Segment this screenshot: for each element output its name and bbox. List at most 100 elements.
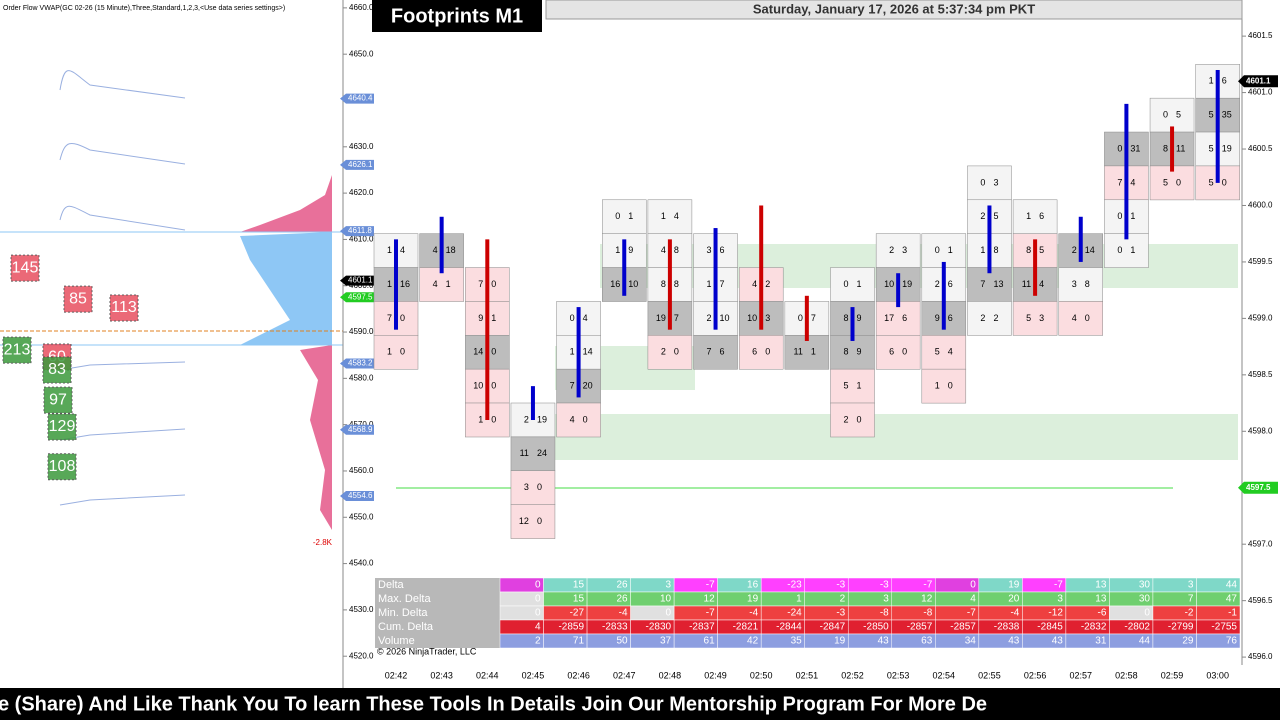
bid-volume: 0 [1163, 110, 1168, 120]
stats-value: -7 [1054, 580, 1063, 591]
indicator-label: Order Flow VWAP(GC 02-26 (15 Minute),Thr… [3, 5, 285, 12]
bid-volume: 10 [473, 381, 483, 391]
ask-volume: 6 [1222, 76, 1227, 86]
stats-value: 0 [535, 594, 541, 605]
bid-volume: 7 [980, 279, 985, 289]
tick-label: 4600.5 [1248, 144, 1273, 153]
stats-value: 43 [1052, 636, 1064, 647]
stats-value: -2845 [1037, 622, 1063, 633]
stats-label: Cum. Delta [378, 621, 434, 633]
candle-body [394, 239, 398, 330]
stats-value: -2838 [994, 622, 1020, 633]
ask-volume: 0 [491, 279, 496, 289]
ask-volume: 0 [583, 414, 588, 424]
ask-volume: 0 [537, 482, 542, 492]
stats-value: 0 [1144, 608, 1150, 619]
bid-volume: 1 [615, 245, 620, 255]
ask-volume: 13 [993, 279, 1003, 289]
ask-volume: 3 [1039, 313, 1044, 323]
stats-value: 7 [1188, 594, 1194, 605]
ask-volume: 24 [537, 448, 547, 458]
stats-value: 4 [970, 594, 976, 605]
ask-volume: 3 [993, 177, 998, 187]
bid-volume: 5 [1209, 143, 1214, 153]
volume-profile-lower [300, 345, 332, 530]
ask-volume: 6 [948, 313, 953, 323]
bid-volume: 0 [843, 279, 848, 289]
bid-volume: 2 [935, 279, 940, 289]
candle-body [485, 239, 490, 420]
stats-value: 19 [834, 636, 846, 647]
ask-volume: 19 [1222, 143, 1232, 153]
ask-volume: 6 [720, 245, 725, 255]
stats-value: -24 [787, 608, 802, 619]
ask-volume: 1 [857, 279, 862, 289]
ask-volume: 6 [720, 347, 725, 357]
stats-value: 0 [535, 608, 541, 619]
ask-volume: 1 [628, 211, 633, 221]
bid-volume: 5 [843, 381, 848, 391]
title-box [372, 0, 542, 32]
price-marker [340, 358, 374, 369]
stats-value: -7 [706, 608, 715, 619]
stats-value: -2799 [1168, 622, 1194, 633]
stats-value: -2847 [820, 622, 846, 633]
price-marker [340, 490, 374, 501]
bid-volume: 8 [1026, 245, 1031, 255]
stats-value: -2830 [646, 622, 672, 633]
stats-value: 19 [747, 594, 759, 605]
ask-volume: 10 [628, 279, 638, 289]
stats-value: 2 [840, 594, 846, 605]
ask-volume: 4 [1130, 177, 1135, 187]
price-marker-label: 4611.8 [348, 226, 372, 235]
footprint-cell [1058, 267, 1103, 302]
footprint-cell [830, 368, 875, 404]
ask-volume: 19 [537, 414, 547, 424]
bid-volume: 0 [615, 211, 620, 221]
ask-volume: 0 [537, 516, 542, 526]
ask-volume: 1 [1130, 245, 1135, 255]
bid-volume: 1 [387, 347, 392, 357]
price-marker-label: 4601.1 [348, 276, 373, 285]
stats-value: -4 [1010, 608, 1019, 619]
footprint-cell [647, 199, 693, 235]
tick-label: 4597.0 [1248, 539, 1273, 548]
bid-volume: 1 [935, 381, 940, 391]
stats-value: 10 [660, 594, 672, 605]
footprint-cell [738, 335, 784, 370]
ask-volume: 7 [720, 279, 725, 289]
footprint-cell [556, 402, 601, 438]
stats-label: Max. Delta [378, 593, 431, 605]
ask-volume: 10 [720, 313, 730, 323]
ask-volume: 1 [857, 381, 862, 391]
ask-volume: 9 [628, 245, 633, 255]
stats-value: -3 [880, 580, 889, 591]
bubble [42, 356, 72, 384]
ask-volume: 9 [857, 347, 862, 357]
stats-label: Volume [378, 635, 415, 647]
stats-value: -6 [1098, 608, 1107, 619]
bid-volume: 4 [433, 279, 438, 289]
stats-value: 30 [1139, 594, 1151, 605]
ask-volume: 4 [400, 245, 405, 255]
tick-label: 4530.0 [349, 605, 374, 614]
footprint-cell [510, 470, 556, 505]
bid-volume: 2 [661, 347, 666, 357]
ask-volume: 0 [491, 414, 496, 424]
time-label: 02:54 [933, 670, 956, 680]
ask-volume: 0 [674, 347, 679, 357]
profile-label: -2.8K [313, 538, 333, 547]
stats-value: 63 [921, 636, 933, 647]
bid-volume: 4 [752, 279, 757, 289]
stats-value: 26 [616, 580, 628, 591]
bid-volume: 4 [433, 245, 438, 255]
stats-value: 3 [883, 594, 889, 605]
volume-profile-mid [240, 232, 332, 345]
bid-volume: 7 [1117, 177, 1122, 187]
candle-body [713, 228, 718, 330]
ask-volume: 1 [491, 313, 496, 323]
footprint-cell [830, 267, 875, 302]
candle-body [1215, 70, 1220, 183]
bid-volume: 8 [843, 313, 848, 323]
stats-value: -2844 [776, 622, 802, 633]
